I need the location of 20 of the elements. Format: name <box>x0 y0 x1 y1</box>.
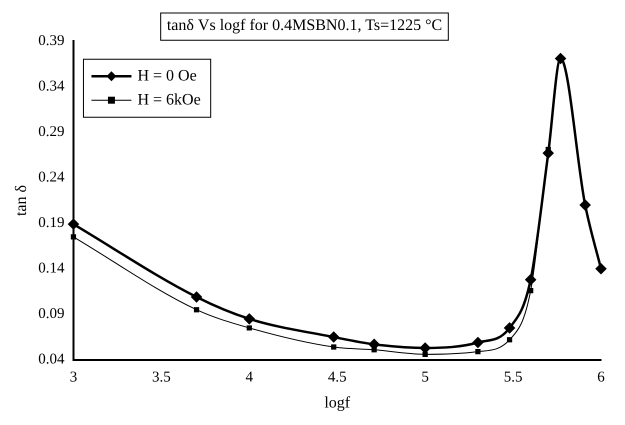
legend-label: H = 0 Oe <box>137 67 197 84</box>
chart-title: tanδ Vs logf for 0.4MSBN0.1, Ts=1225 °C <box>166 16 442 34</box>
legend-label: H = 6kOe <box>137 91 201 108</box>
y-tick-label: 0.34 <box>38 78 65 95</box>
y-tick-label: 0.14 <box>38 260 65 277</box>
x-tick-label: 3.5 <box>152 370 171 386</box>
y-tick-label: 0.19 <box>38 215 64 232</box>
x-tick-label: 6 <box>597 370 606 386</box>
y-axis-title: tan δ <box>12 184 30 216</box>
y-tick-label: 0.04 <box>38 352 65 368</box>
y-tick-label: 0.09 <box>38 306 64 322</box>
x-tick-label: 4.5 <box>328 370 347 386</box>
x-tick-label: 3 <box>70 370 78 386</box>
y-tick-label: 0.29 <box>38 124 64 140</box>
y-tick-label: 0.24 <box>38 170 65 186</box>
x-tick-label: 4 <box>246 370 254 386</box>
y-tick-label: 0.39 <box>38 33 64 50</box>
x-tick-label: 5 <box>421 370 429 386</box>
x-axis-title: logf <box>324 394 351 412</box>
x-tick-label: 5.5 <box>504 370 522 386</box>
